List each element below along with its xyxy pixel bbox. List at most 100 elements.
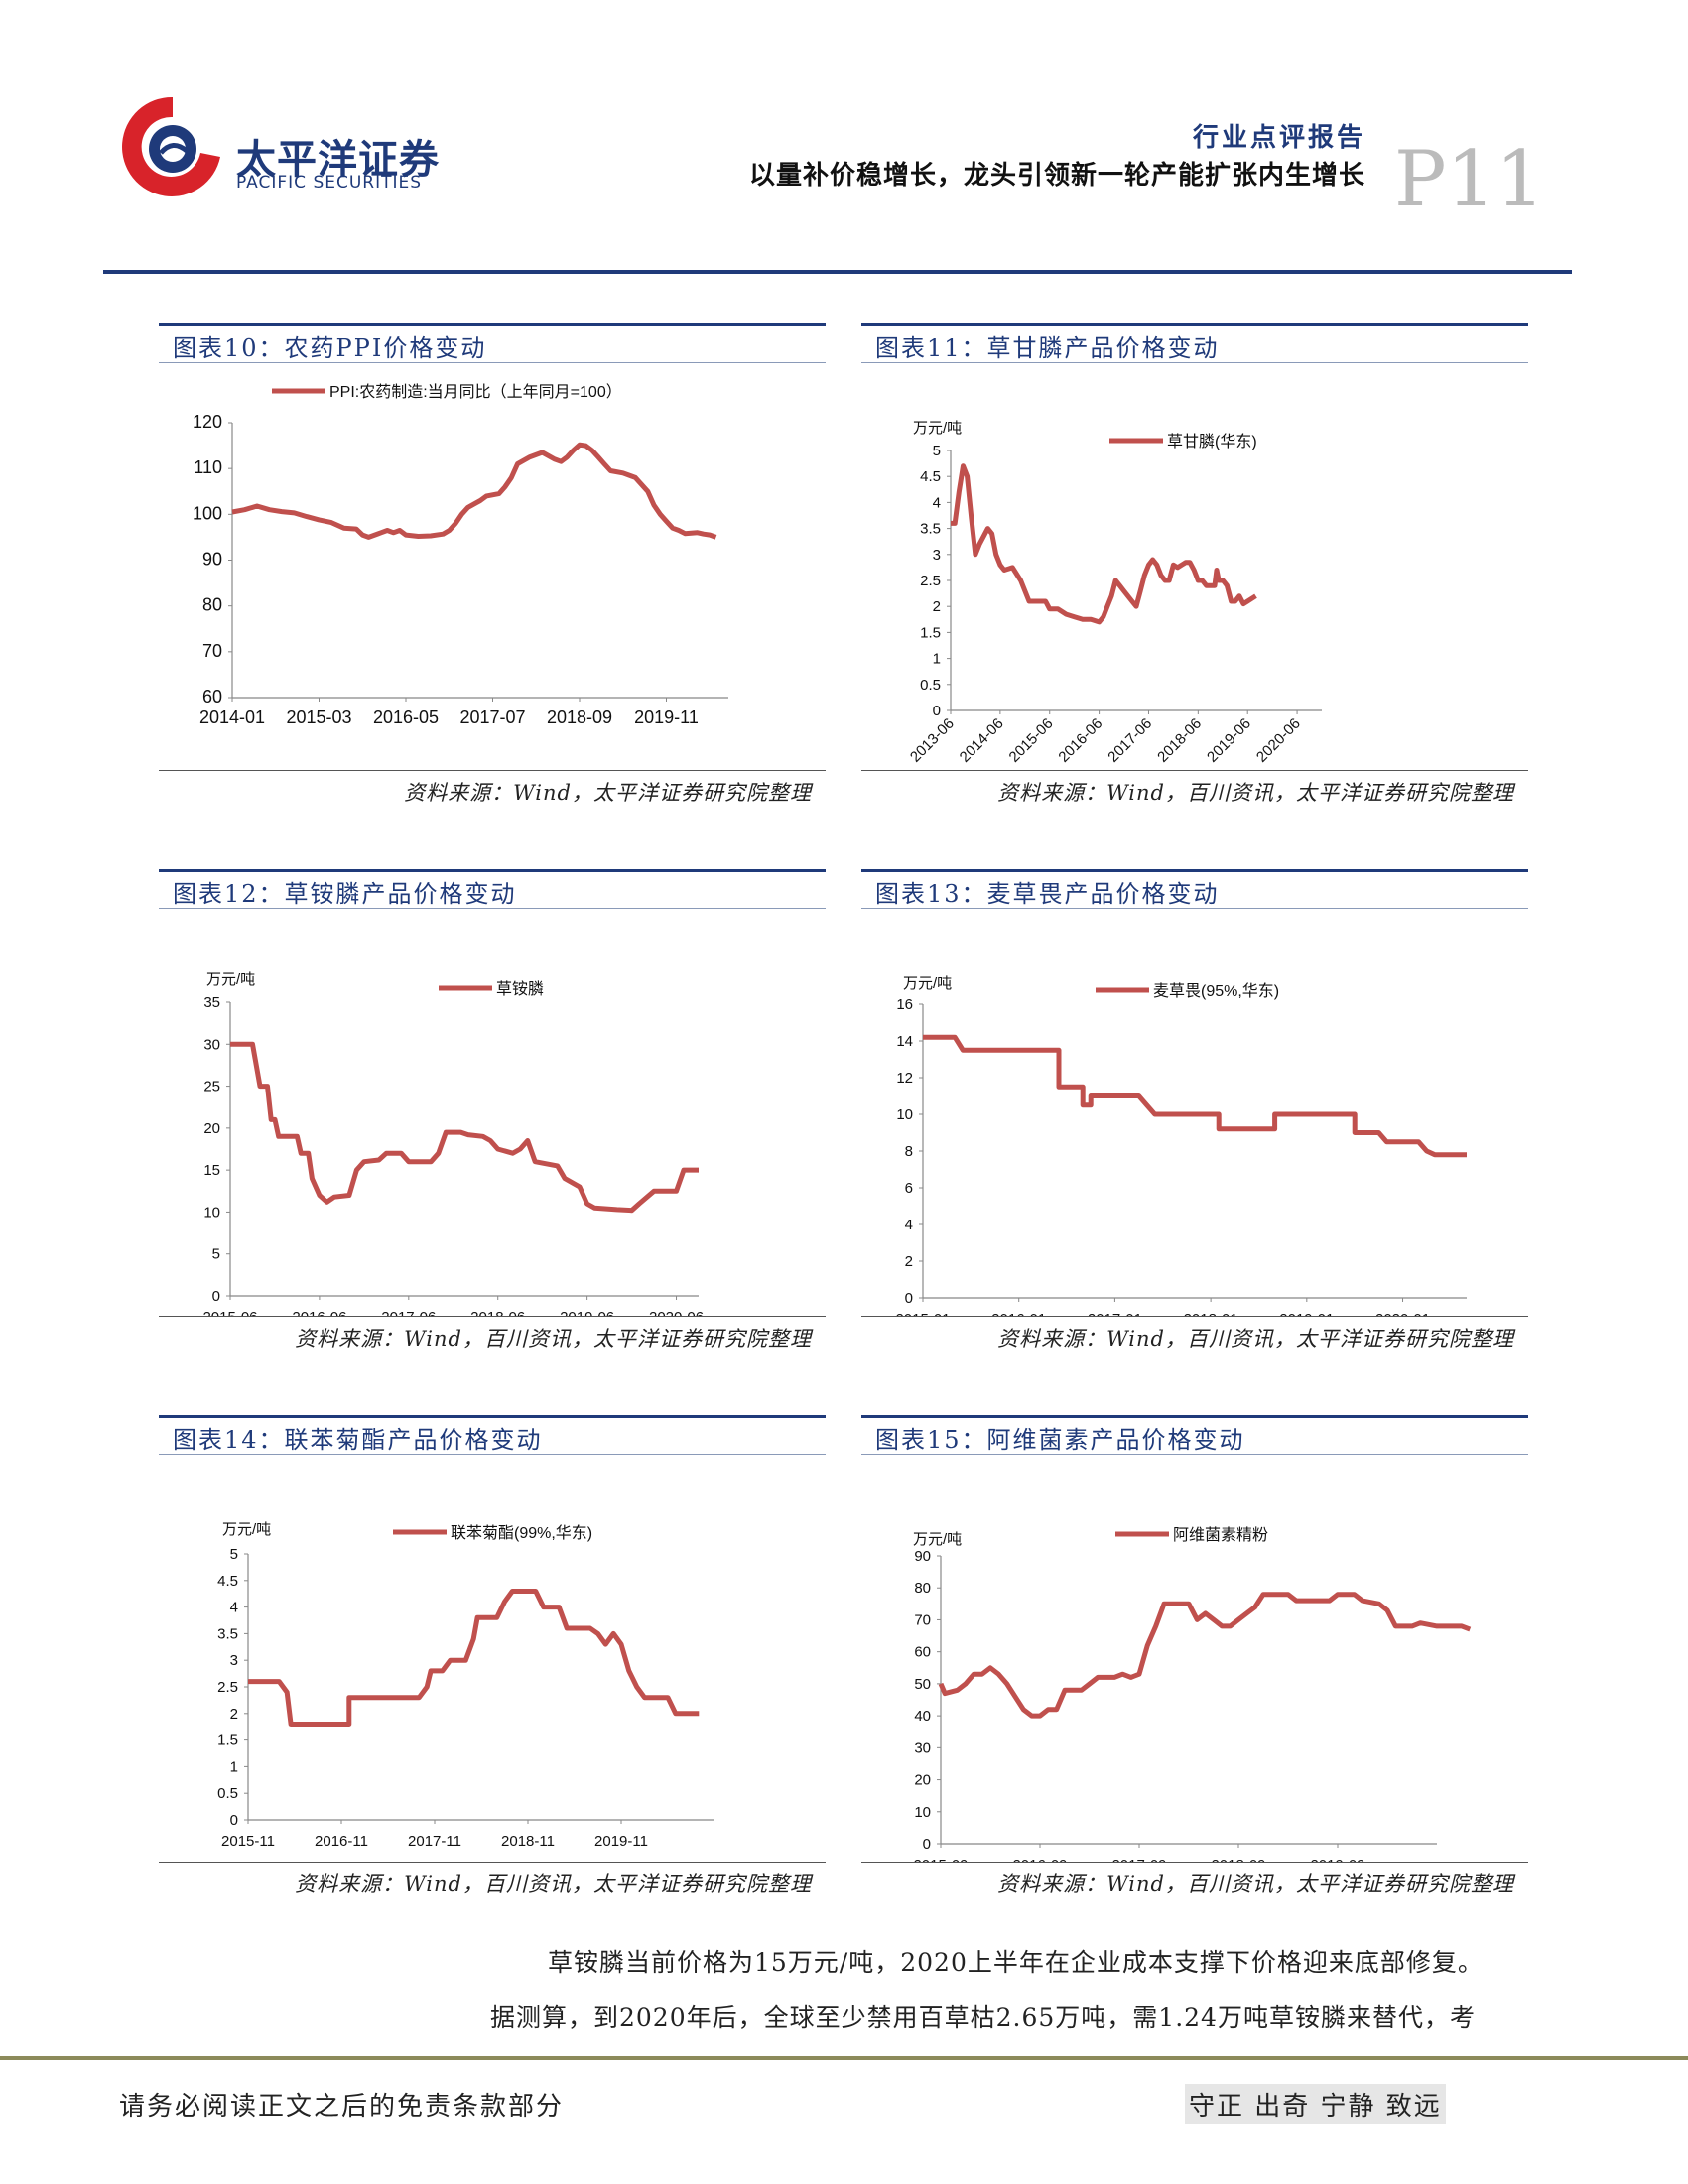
figure-source: 资料来源：Wind，百川资讯，太平洋证券研究院整理 — [997, 1327, 1514, 1350]
y-tick-label: 0 — [905, 1290, 913, 1307]
y-tick-label: 2 — [230, 1706, 238, 1723]
figure-title-bar: 图表12：草铵膦产品价格变动 — [159, 869, 826, 909]
chart-svg: 0 2 4 6 8 10 12 14 16 2015-01 2016-01 2017-01 2018-0… — [895, 975, 1467, 1316]
y-tick-label: 0 — [933, 703, 941, 719]
unit-label: 万元/吨 — [913, 420, 962, 437]
figure-title-bar: 图表11：草甘膦产品价格变动 — [861, 323, 1528, 363]
x-tick-label: 2015-09 — [913, 1857, 968, 1862]
x-tick-label: 2017-06 — [381, 1309, 436, 1316]
page-number: P11 — [1394, 135, 1545, 224]
header-divider — [103, 270, 1572, 274]
y-tick-label: 5 — [933, 443, 941, 459]
figure-14: 图表14：联苯菊酯产品价格变动 0 0.5 1 1.5 2 2.5 3 3.5 4 4.5 5 2015… — [159, 1415, 826, 1902]
y-tick-label: 3 — [933, 547, 941, 564]
figure-12: 图表12：草铵膦产品价格变动 0 5 10 15 20 25 30 35 2015-06 2016-… — [159, 869, 826, 1356]
x-tick-label: 2018-09 — [1211, 1857, 1265, 1862]
figure-10: 图表10：农药PPI价格变动 60 70 80 90 100 110 120 2014-01 20… — [159, 323, 826, 811]
figure-source: 资料来源：Wind，百川资讯，太平洋证券研究院整理 — [997, 1872, 1514, 1896]
x-tick-label: 2016-11 — [315, 1833, 368, 1850]
y-tick-label: 0.5 — [920, 677, 941, 694]
figure-title-bar: 图表15：阿维菌素产品价格变动 — [861, 1415, 1528, 1455]
figure-source-bar: 资料来源：Wind，百川资讯，太平洋证券研究院整理 — [159, 1862, 826, 1902]
y-tick-label: 2.5 — [920, 573, 941, 589]
company-logo-icon — [122, 96, 220, 196]
x-tick-label: 2016-06 — [292, 1309, 346, 1316]
y-tick-label: 0 — [923, 1836, 931, 1853]
logo-cn-text: 太平洋证券 — [236, 137, 440, 183]
y-tick-label: 1 — [230, 1758, 238, 1775]
chart-svg: 60 70 80 90 100 110 120 2014-01 2015-03 2016-05 20… — [193, 383, 728, 727]
x-tick-label: 2015-06 — [1006, 715, 1057, 766]
figure-source-bar: 资料来源：Wind，百川资讯，太平洋证券研究院整理 — [159, 1316, 826, 1356]
x-tick-label: 2015-03 — [286, 707, 351, 727]
chart-svg: 0 10 20 30 40 50 60 70 80 90 2015-09 2016-09 2017-09… — [913, 1526, 1472, 1862]
x-tick-label: 2013-06 — [907, 715, 958, 766]
chart-svg: 0 0.5 1 1.5 2 2.5 3 3.5 4 4.5 5 2013-062014-062015-… — [907, 420, 1322, 766]
y-tick-label: 100 — [193, 503, 222, 523]
unit-label: 万元/吨 — [222, 1521, 271, 1538]
figure-title: 图表10：农药PPI价格变动 — [173, 334, 487, 362]
y-tick-label: 10 — [914, 1804, 931, 1821]
y-tick-label: 35 — [203, 994, 220, 1011]
y-tick-label: 80 — [914, 1580, 931, 1597]
y-tick-label: 4 — [905, 1217, 913, 1233]
report-type: 行业点评报告 — [1192, 123, 1365, 153]
y-tick-label: 10 — [203, 1204, 220, 1220]
y-tick-label: 12 — [896, 1070, 913, 1087]
figure-13: 图表13：麦草畏产品价格变动 0 2 4 6 8 10 12 14 16 2015-01 2016-0… — [861, 869, 1528, 1356]
y-tick-label: 3.5 — [217, 1625, 238, 1642]
y-tick-label: 4 — [230, 1600, 238, 1616]
x-tick-label: 2019-06 — [560, 1309, 614, 1316]
x-tick-label: 2019-09 — [1310, 1857, 1364, 1862]
y-tick-label: 0 — [212, 1288, 220, 1305]
y-tick-label: 20 — [203, 1120, 220, 1137]
x-tick-label: 2015-01 — [895, 1311, 950, 1316]
y-tick-label: 2 — [905, 1253, 913, 1270]
legend-label: 阿维菌素精粉 — [1173, 1526, 1268, 1544]
y-tick-label: 60 — [914, 1644, 931, 1661]
x-tick-label: 2018-11 — [501, 1833, 555, 1850]
chart-svg: 0 5 10 15 20 25 30 35 2015-06 2016-06 2017-06 2018-… — [202, 971, 704, 1316]
footer-disclaimer: 请务必阅读正文之后的免责条款部分 — [119, 2092, 565, 2121]
y-tick-label: 90 — [914, 1548, 931, 1565]
y-tick-label: 14 — [896, 1033, 913, 1050]
x-tick-label: 2017-07 — [459, 707, 525, 727]
x-tick-label: 2017-06 — [1104, 715, 1155, 766]
x-tick-label: 2017-09 — [1111, 1857, 1166, 1862]
x-tick-label: 2018-06 — [470, 1309, 525, 1316]
legend-label: 草甘膦(华东) — [1167, 433, 1257, 450]
y-tick-label: 3 — [230, 1652, 238, 1669]
figure-title: 图表14：联苯菊酯产品价格变动 — [173, 1426, 543, 1454]
y-tick-label: 50 — [914, 1676, 931, 1693]
y-tick-label: 16 — [896, 996, 913, 1013]
y-tick-label: 30 — [914, 1739, 931, 1756]
y-tick-label: 1.5 — [920, 624, 941, 641]
figure-source: 资料来源：Wind，百川资讯，太平洋证券研究院整理 — [295, 1872, 812, 1896]
figure-source: 资料来源：Wind，百川资讯，太平洋证券研究院整理 — [997, 781, 1514, 805]
figure-11: 图表11：草甘膦产品价格变动 0 0.5 1 1.5 2 2.5 3 3.5 4 4.5 5 2013-… — [861, 323, 1528, 811]
y-tick-label: 4.5 — [920, 468, 941, 485]
series-line — [230, 1041, 699, 1214]
y-tick-label: 3.5 — [920, 521, 941, 538]
y-tick-label: 2.5 — [217, 1679, 238, 1696]
figure-source: 资料来源：Wind，太平洋证券研究院整理 — [404, 781, 812, 805]
x-tick-label: 2016-05 — [373, 707, 439, 727]
y-tick-label: 6 — [905, 1180, 913, 1197]
footer-divider — [0, 2056, 1688, 2060]
y-tick-label: 2 — [933, 598, 941, 615]
x-tick-label: 2017-11 — [408, 1833, 461, 1850]
y-tick-label: 20 — [914, 1772, 931, 1789]
series-line — [951, 463, 1257, 625]
x-tick-label: 2015-11 — [221, 1833, 275, 1850]
x-tick-label: 2020-06 — [649, 1309, 704, 1316]
y-tick-label: 5 — [212, 1246, 220, 1263]
figure-title-bar: 图表14：联苯菊酯产品价格变动 — [159, 1415, 826, 1455]
x-tick-label: 2016-09 — [1012, 1857, 1067, 1862]
x-tick-label: 2016-01 — [991, 1311, 1046, 1316]
unit-label: 万元/吨 — [913, 1531, 962, 1548]
figure-source-bar: 资料来源：Wind，百川资讯，太平洋证券研究院整理 — [861, 1862, 1528, 1902]
y-tick-label: 4.5 — [217, 1573, 238, 1590]
figure-title: 图表15：阿维菌素产品价格变动 — [875, 1426, 1245, 1454]
x-tick-label: 2019-06 — [1204, 715, 1254, 766]
figure-15: 图表15：阿维菌素产品价格变动 0 10 20 30 40 50 60 70 80 90 2015-0… — [861, 1415, 1528, 1902]
